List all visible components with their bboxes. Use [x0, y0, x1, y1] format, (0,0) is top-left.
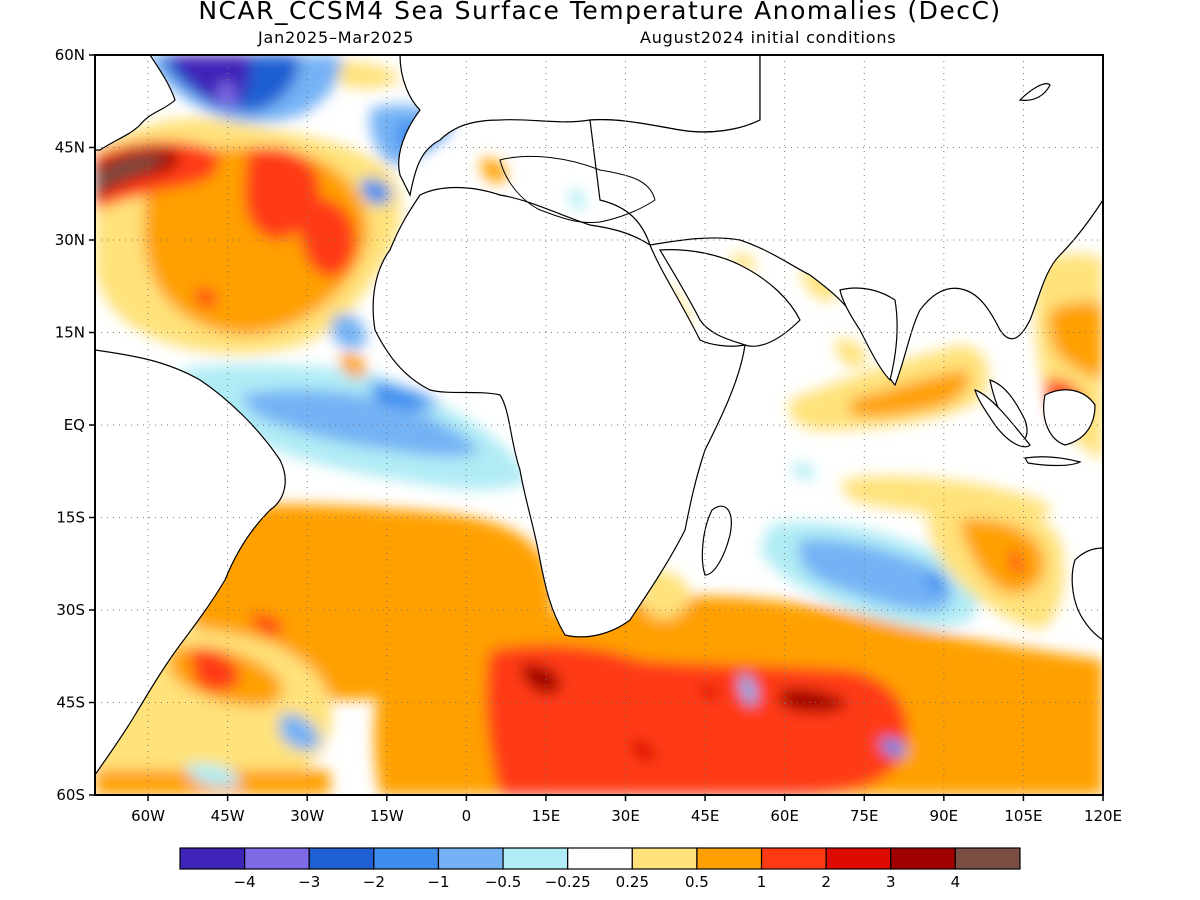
colorbar-label: −0.5 — [485, 873, 521, 891]
colorbar-label: −1 — [427, 873, 449, 891]
lon-tick-label: 45E — [691, 807, 720, 825]
lon-tick-label: 30E — [611, 807, 640, 825]
longitude-axis: 60W 45W 30W 15W 0 15E 30E 45E 60E 75E 90E 105E 120E — [131, 795, 1122, 825]
colorbar-label: −2 — [363, 873, 385, 891]
india-outline — [839, 287, 898, 382]
colorbar-label: 0.5 — [685, 873, 709, 891]
colorbar-swatch — [502, 847, 569, 870]
madagascar-outline — [701, 505, 732, 576]
colorbar-label: −0.25 — [545, 873, 591, 891]
borneo-outline — [1043, 389, 1096, 446]
colorbar-swatch — [567, 847, 633, 870]
lon-tick-label: 60W — [131, 807, 165, 825]
colorbar-swatch — [179, 847, 246, 870]
lon-tick-label: 105E — [1004, 807, 1042, 825]
south-america-outline — [95, 349, 286, 777]
lon-tick-label: 60E — [770, 807, 799, 825]
colorbar-swatch — [696, 847, 763, 870]
asia-outline — [589, 55, 1103, 387]
colorbar-swatch — [244, 847, 310, 870]
lon-tick-label: 120E — [1084, 807, 1122, 825]
lat-tick-label: 60N — [55, 46, 85, 64]
north-america-outline — [95, 55, 176, 151]
lat-tick-label: 15S — [56, 509, 85, 527]
colorbar-label: −3 — [298, 873, 320, 891]
map-title: NCAR_CCSM4 Sea Surface Temperature Anoma… — [198, 0, 1002, 25]
lat-tick-label: 45S — [56, 694, 85, 712]
africa-outline — [372, 186, 746, 638]
colorbar-swatch — [373, 847, 440, 870]
colorbar-label: 0.25 — [616, 873, 649, 891]
australia-outline — [1071, 547, 1103, 641]
colorbar-label: 2 — [821, 873, 831, 891]
lon-tick-label: 15E — [532, 807, 561, 825]
colorbar-swatch — [954, 847, 1021, 870]
forecast-period: Jan2025–Mar2025 — [258, 28, 415, 47]
colorbar-label: −4 — [234, 873, 256, 891]
colorbar-swatch — [890, 847, 956, 870]
sst-anomaly-field — [95, 55, 1103, 795]
landmasses — [95, 55, 1103, 777]
sumatra-outline — [974, 389, 1031, 448]
colorbar — [179, 847, 1021, 870]
lat-tick-label: EQ — [64, 416, 85, 434]
lat-tick-label: 60S — [56, 786, 85, 804]
lat-tick-label: 15N — [55, 324, 85, 342]
java-outline — [1024, 456, 1082, 467]
lon-tick-label: 0 — [462, 807, 472, 825]
lon-tick-label: 75E — [850, 807, 879, 825]
colorbar-swatch — [308, 847, 375, 870]
colorbar-label: 3 — [886, 873, 896, 891]
colorbar-swatch — [825, 847, 892, 870]
colorbar-swatch — [437, 847, 504, 870]
arabia-outline — [658, 249, 801, 347]
colorbar-labels: −4 −3 −2 −1 −0.5 −0.25 0.25 0.5 1 2 3 4 — [234, 873, 961, 891]
lon-tick-label: 90E — [930, 807, 959, 825]
greenland-outline — [1018, 83, 1051, 101]
colorbar-label: 4 — [951, 873, 961, 891]
colorbar-swatch — [631, 847, 698, 870]
lat-tick-label: 30S — [56, 601, 85, 619]
lat-tick-label: 30N — [55, 231, 85, 249]
lat-tick-label: 45N — [55, 139, 85, 157]
colorbar-label: 1 — [757, 873, 767, 891]
latitude-axis: 60N 45N 30N 15N EQ 15S 30S 45S 60S — [55, 46, 95, 804]
colorbar-swatch — [760, 847, 827, 870]
graticule — [95, 55, 1104, 795]
inland-seas — [499, 155, 656, 224]
initial-conditions: August2024 initial conditions — [640, 28, 897, 47]
lon-tick-label: 15W — [370, 807, 404, 825]
lon-tick-label: 45W — [211, 807, 245, 825]
lon-tick-label: 30W — [290, 807, 324, 825]
